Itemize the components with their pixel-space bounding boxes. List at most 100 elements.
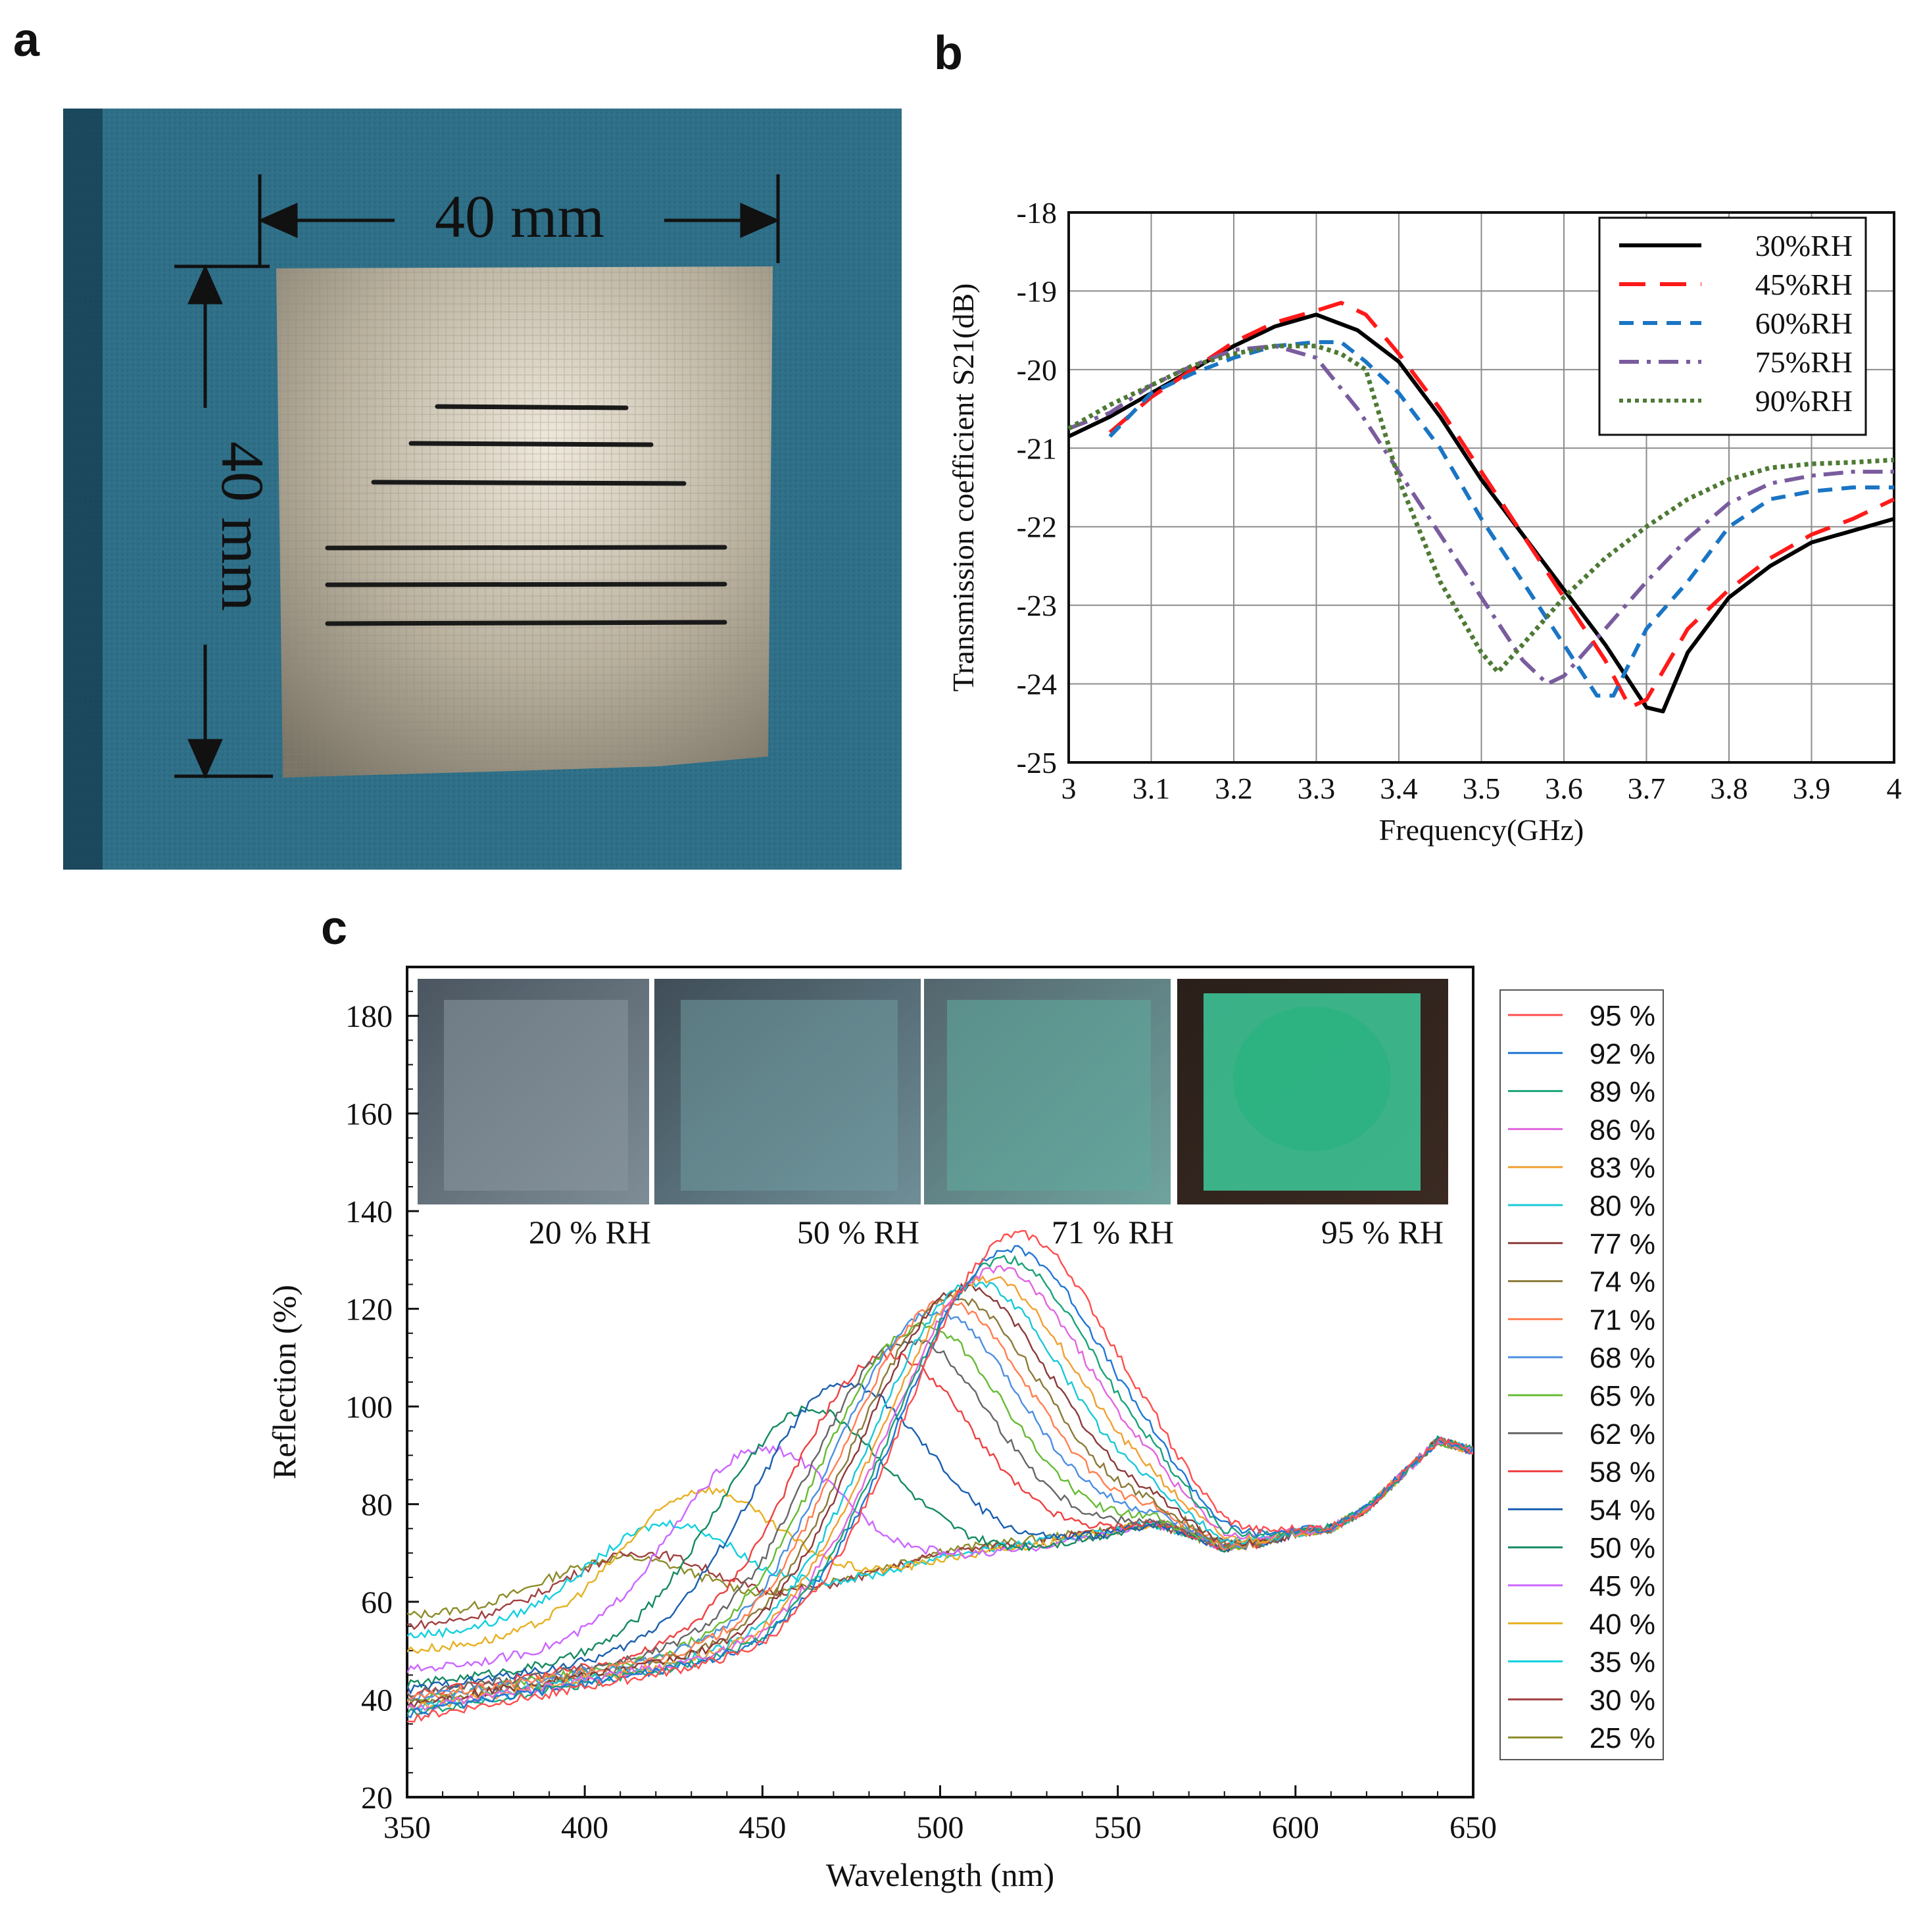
legend-label: 92 %: [1590, 1038, 1655, 1070]
x-axis-label: Frequency(GHz): [1379, 813, 1584, 847]
series-line: [1067, 343, 1895, 675]
height-label: 40 mm: [209, 441, 276, 611]
chart-b: 3 3.1 3.2 3.3 3.4 3.5 3.6 3.7 3.8 3.9 4 -25 -24 -23 -2…: [946, 196, 1902, 847]
y-tick-label: 80: [361, 1488, 393, 1523]
legend-label: 77 %: [1590, 1228, 1655, 1260]
spectrum-line: [407, 1440, 1473, 1654]
plate-slot: [408, 441, 654, 447]
legend-label: 90%RH: [1755, 384, 1853, 418]
inset-label: 71 % RH: [1052, 1214, 1174, 1251]
x-tick-label: 450: [739, 1810, 786, 1845]
inset-sample: [947, 1000, 1151, 1191]
sensor-photo: 40 mm 40 mm: [63, 109, 902, 870]
legend-label: 65 %: [1590, 1380, 1655, 1412]
arrow-down-icon: [187, 739, 223, 780]
photo-shadow-edge: [63, 109, 103, 870]
spectrum-line: [407, 1229, 1473, 1723]
y-tick-label: 160: [345, 1097, 393, 1132]
legend-label: 62 %: [1590, 1418, 1655, 1450]
legend-label: 68 %: [1590, 1342, 1655, 1374]
legend-label: 60%RH: [1755, 307, 1853, 340]
arrow-right-icon: [740, 203, 781, 238]
spectrum-line: [407, 1337, 1473, 1698]
legend-label: 58 %: [1590, 1456, 1655, 1489]
spectrum-line: [407, 1297, 1473, 1702]
legend-label: 89 %: [1590, 1076, 1655, 1108]
x-tick-label: 400: [561, 1810, 608, 1845]
legend-label: 30%RH: [1755, 229, 1853, 262]
panel-label-a: a: [13, 14, 40, 66]
chart-c: 350 400 450 500 550 600 650 20 40 60 80 100 120 140 16…: [266, 966, 1664, 1893]
legend-label: 30 %: [1590, 1684, 1655, 1716]
y-tick-label: 120: [345, 1293, 393, 1327]
x-tick-label: 3: [1061, 772, 1077, 805]
y-tick-label: -23: [1017, 589, 1057, 622]
inset-label: 95 % RH: [1321, 1214, 1444, 1251]
legend-label: 71 %: [1590, 1304, 1655, 1336]
plate-mesh: [276, 266, 773, 778]
spectrum-line: [407, 1382, 1473, 1695]
y-axis-label: Transmission coefficient S21(dB): [946, 284, 980, 692]
y-tick-label: -20: [1017, 353, 1057, 387]
x-tick-label: 600: [1272, 1810, 1319, 1845]
legend-label: 25 %: [1590, 1722, 1655, 1754]
plate-slot: [325, 582, 727, 587]
inset-sample: [681, 1000, 898, 1191]
x-axis-label: Wavelength (nm): [826, 1856, 1054, 1893]
plate-slot: [325, 545, 727, 551]
series-line: [1108, 301, 1895, 710]
x-tick-label: 3.7: [1628, 772, 1666, 805]
legend-box: [1499, 989, 1664, 1760]
spectrum-line: [407, 1275, 1473, 1712]
arrow-up-icon: [187, 264, 223, 305]
plate-slot: [371, 480, 687, 486]
y-tick-label: 20: [361, 1781, 393, 1816]
spectrum-line: [407, 1350, 1473, 1698]
x-tick-label: 350: [383, 1810, 431, 1845]
x-tick-label: 4: [1887, 772, 1902, 805]
x-tick-label: 3.1: [1132, 772, 1171, 805]
x-tick-label: 650: [1449, 1810, 1497, 1845]
y-axis-label: Reflection (%): [266, 1285, 303, 1479]
legend-label: 40 %: [1590, 1608, 1655, 1641]
legend-label: 75%RH: [1755, 345, 1853, 379]
spectrum-line: [407, 1405, 1473, 1689]
spectrum-line: [407, 1277, 1473, 1712]
spectrum-line: [407, 1265, 1473, 1712]
y-tick-label: -21: [1017, 432, 1057, 465]
width-label: 40 mm: [435, 183, 604, 250]
plate-slot: [325, 620, 727, 626]
y-tick-label: -24: [1017, 668, 1057, 701]
spectrum-line: [407, 1309, 1473, 1703]
y-tick-label: 40: [361, 1683, 393, 1718]
inset-sample: [444, 1000, 628, 1191]
legend-label: 54 %: [1590, 1494, 1655, 1526]
humidity-photo-insets: [418, 979, 1448, 1204]
y-tick-label: 140: [345, 1195, 393, 1229]
x-tick-label: 3.3: [1298, 772, 1336, 805]
panel-label-b: b: [934, 27, 963, 80]
x-tick-label: 3.2: [1215, 772, 1253, 805]
x-tick-label: 3.5: [1463, 772, 1501, 805]
legend-label: 45%RH: [1755, 268, 1853, 301]
legend-label: 86 %: [1590, 1114, 1655, 1146]
series-line: [1108, 340, 1894, 698]
legend-label: 45 %: [1590, 1570, 1655, 1602]
y-tick-label: -22: [1017, 510, 1057, 544]
legend-label: 80 %: [1590, 1190, 1655, 1222]
x-tick-label: 500: [917, 1810, 964, 1845]
y-tick-label: -25: [1017, 746, 1057, 780]
spectrum-line: [407, 1245, 1473, 1719]
spectra-group: [407, 1229, 1473, 1723]
y-tick-label: 100: [345, 1390, 393, 1425]
y-tick-label: -18: [1017, 196, 1057, 230]
x-tick-label: 3.8: [1710, 772, 1748, 805]
legend-label: 50 %: [1590, 1532, 1655, 1564]
arrow-left-icon: [257, 203, 298, 238]
inset-label: 50 % RH: [797, 1214, 919, 1251]
inset-sample-core: [1233, 1006, 1391, 1151]
plate-slots: [325, 404, 727, 626]
y-tick-label: 60: [361, 1585, 393, 1620]
legend-label: 83 %: [1590, 1152, 1655, 1184]
